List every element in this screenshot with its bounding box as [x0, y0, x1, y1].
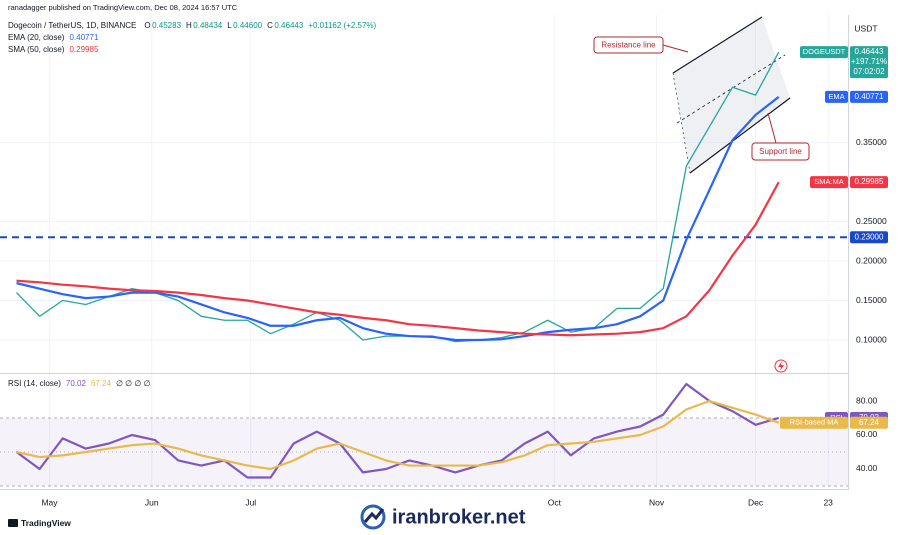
- channel-fill: [673, 17, 790, 173]
- legend-value: 70.02: [66, 379, 87, 388]
- watermark: iranbroker.net: [392, 506, 526, 528]
- ohlc: O 0.45283 H 0.48434 L 0.44600 C 0.46443 +0.01162…: [144, 21, 376, 30]
- series-tag-value: 0.40771: [855, 92, 884, 101]
- series-tag-name-box: [780, 416, 848, 429]
- series-line: [16, 399, 780, 471]
- annotation-box: [751, 142, 810, 161]
- series-tag-value: 0.46443: [855, 47, 884, 56]
- ohlc-key: O: [144, 21, 150, 30]
- series-tag-name: DOGEUSDT: [803, 47, 846, 56]
- ohlc-value: 0.44600: [233, 21, 262, 30]
- level-tag: [850, 231, 888, 244]
- ohlc-key: C: [267, 21, 273, 30]
- rsi-title: RSI (14, close): [8, 379, 61, 388]
- ohlc-change: +0.01162 (+2.57%): [308, 21, 376, 30]
- support-line: [689, 97, 791, 174]
- series-line: [16, 181, 780, 337]
- y-tick-label: 0.20000: [856, 255, 887, 265]
- watermark-logo: [360, 504, 386, 530]
- legend-label: SMA (50, close): [8, 45, 65, 54]
- publish-note: ranadagger published on TradingView.com,…: [8, 3, 238, 12]
- legend-value: 0.40771: [69, 33, 98, 42]
- annotation-arrow: [767, 112, 777, 144]
- series-tag-name-box: [800, 46, 848, 59]
- brand: TradingView: [21, 518, 71, 528]
- ohlc-value: 0.48434: [193, 21, 222, 30]
- legend: EMA (20, close) 0.40771 SMA (50, close) 0.2…: [8, 33, 151, 388]
- series-line: [15, 382, 780, 479]
- y-tick-label: 60.00: [856, 429, 878, 439]
- plot: [0, 51, 848, 479]
- series-tag-box: [850, 46, 888, 79]
- y-tick-label: 0.10000: [856, 334, 887, 344]
- legend-value: 67.24: [91, 379, 112, 388]
- brand-logo: [8, 519, 18, 527]
- y-tick-label: 80.00: [856, 395, 878, 405]
- series-line: [16, 96, 780, 342]
- series-tag-extra: +197.71%: [851, 57, 887, 66]
- ohlc-value: 0.46443: [274, 21, 303, 30]
- series-tag-name-box: [810, 176, 848, 189]
- event-icon-bolt: [778, 361, 784, 371]
- annotation: Support line: [759, 147, 802, 156]
- series-tag-name-box: [825, 90, 848, 103]
- x-tick-label: May: [41, 497, 58, 507]
- x-tick-label: Jul: [245, 497, 256, 507]
- annotation: Resistance line: [601, 41, 656, 50]
- ohlc-value: 0.45283: [152, 21, 181, 30]
- resistance-line: [672, 16, 763, 74]
- series-tag-name: RSI-based MA: [790, 418, 839, 427]
- annotation-arrow: [662, 44, 689, 53]
- series-tag-value: 0.29985: [855, 177, 884, 186]
- x-tick-label: Nov: [649, 497, 665, 507]
- y-tick-label: 0.35000: [856, 137, 887, 147]
- x-tick-label: 23: [823, 497, 833, 507]
- level-tag-label: 0.23000: [855, 232, 884, 241]
- series-tag-value: 67.24: [859, 418, 880, 427]
- rsi-extra: ∅ ∅ ∅ ∅: [116, 379, 151, 388]
- channel-edge: [672, 72, 691, 174]
- x-tick-label: Dec: [748, 497, 764, 507]
- symbol: Dogecoin / TetherUS, 1D, BINANCE: [8, 21, 136, 30]
- x-tick-label: Jun: [145, 497, 159, 507]
- series-tag-name: SMA:MA: [814, 177, 844, 186]
- grid: [0, 15, 848, 487]
- currency: USDT: [854, 23, 877, 33]
- y-tick-label: 0.25000: [856, 216, 887, 226]
- legend-label: EMA (20, close): [8, 33, 65, 42]
- series-tag-box: [850, 416, 888, 429]
- x-tick-label: Oct: [548, 497, 562, 507]
- ohlc-key: L: [227, 21, 232, 30]
- series-tag-name: EMA: [828, 92, 844, 101]
- legend-value: 0.29985: [69, 45, 98, 54]
- y-tick-label: 40.00: [856, 463, 878, 473]
- series-tag-box: [850, 176, 888, 189]
- y-tick-label: 0.15000: [856, 295, 887, 305]
- series-tag-extra: 07:02:02: [853, 67, 885, 76]
- ohlc-key: H: [186, 21, 192, 30]
- watermark-logo-arrow: [363, 508, 385, 523]
- series-tag-box: [850, 90, 888, 103]
